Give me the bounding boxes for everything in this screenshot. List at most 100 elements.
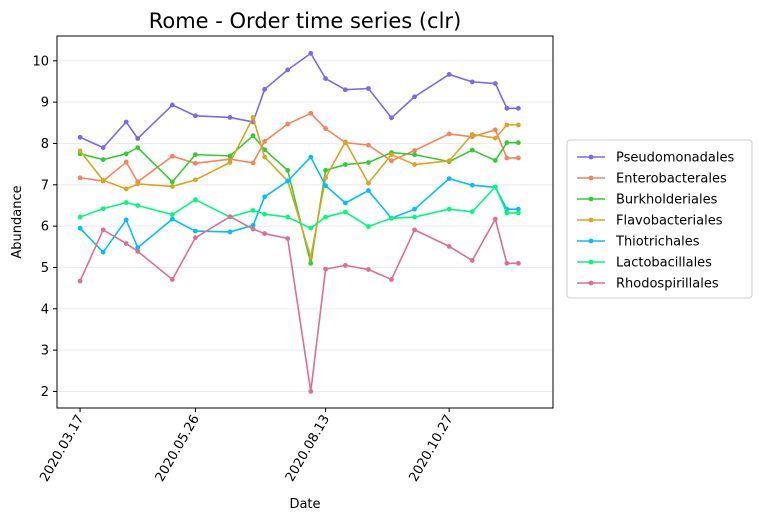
data-point-rhodospirillales [250,226,256,232]
data-point-enterobacterales [250,160,256,166]
data-point-pseudomonadales [389,115,394,121]
data-point-pseudomonadales [308,50,314,56]
data-point-thiotrichales [469,182,475,188]
data-point-thiotrichales [77,225,83,231]
data-point-rhodospirillales [492,216,498,222]
data-point-pseudomonadales [323,76,328,81]
data-point-lactobacillales [308,225,314,231]
y-axis: 2 3 4 5 6 7 8 9 10 [32,54,57,400]
data-point-pseudomonadales [366,86,371,91]
data-point-flavobacteriales [308,254,314,260]
data-point-flavobacteriales [366,180,371,186]
data-point-pseudomonadales [492,81,498,86]
data-point-burkholderiales [100,157,106,162]
x-axis-title: Date [289,497,320,512]
data-point-pseudomonadales [193,113,198,119]
data-point-lactobacillales [446,206,452,212]
data-point-pseudomonadales [262,86,268,92]
data-point-thiotrichales [169,216,175,222]
series-line-rhodospirillales [79,215,519,393]
data-point-enterobacterales [308,110,314,116]
y-tick-label: 10 [32,54,49,69]
legend-marker [588,175,594,181]
data-point-lactobacillales [77,214,83,220]
data-point-lactobacillales [135,203,141,208]
data-point-lactobacillales [250,208,256,213]
data-point-rhodospirillales [389,277,394,282]
data-point-flavobacteriales [77,148,83,154]
data-point-flavobacteriales [323,175,328,181]
data-point-rhodospirillales [504,260,510,266]
data-point-thiotrichales [366,188,371,193]
legend: Pseudomonadales Enterobacterales Burkholde… [566,139,753,299]
legend-marker [588,280,594,286]
data-point-pseudomonadales [412,94,417,100]
data-point-burkholderiales [250,133,256,139]
data-point-thiotrichales [262,194,268,200]
x-tick-label: 2020.05.26 [153,413,203,485]
series-line-flavobacteriales [79,116,519,258]
data-point-lactobacillales [342,209,348,215]
data-point-flavobacteriales [169,184,175,189]
data-point-enterobacterales [123,159,129,165]
data-point-flavobacteriales [135,181,141,187]
x-tick-label: 2020.10.27 [406,413,456,485]
data-point-lactobacillales [100,206,106,212]
data-point-thiotrichales [412,206,417,212]
data-point-burkholderiales [323,167,328,173]
data-point-pseudomonadales [227,115,233,120]
data-point-enterobacterales [285,121,291,127]
y-tick-label: 2 [41,385,49,400]
data-point-rhodospirillales [135,248,141,254]
data-point-flavobacteriales [389,152,394,158]
data-point-lactobacillales [323,214,328,220]
legend-marker [588,259,594,265]
data-point-burkholderiales [193,152,198,158]
data-point-rhodospirillales [515,260,521,266]
data-point-thiotrichales [308,154,314,160]
legend-label: Rhodospirillales [616,277,719,292]
legend-label: Flavobacteriales [616,214,723,229]
data-point-flavobacteriales [227,160,233,165]
data-point-flavobacteriales [515,122,521,128]
data-point-thiotrichales [100,249,106,255]
x-axis: 2020.03.17 2020.05.26 2020.08.13 2020.10.27 [37,408,457,485]
data-point-thiotrichales [323,183,328,189]
y-tick-label: 4 [41,302,49,317]
data-point-flavobacteriales [492,135,498,141]
legend-label: Burkholderiales [616,193,718,208]
data-point-flavobacteriales [250,115,256,120]
data-point-thiotrichales [123,217,129,223]
data-point-thiotrichales [515,206,521,212]
data-point-rhodospirillales [308,389,314,394]
data-point-lactobacillales [389,215,394,221]
y-tick-label: 5 [41,261,49,276]
data-point-lactobacillales [169,212,175,217]
data-point-burkholderiales [342,162,348,167]
data-point-burkholderiales [469,147,475,153]
y-tick-label: 7 [41,178,49,193]
legend-label: Lactobacillales [616,256,712,271]
series-line-lactobacillales [79,186,519,229]
data-point-enterobacterales [193,160,198,166]
data-point-rhodospirillales [77,278,83,284]
data-point-flavobacteriales [262,154,268,160]
data-point-pseudomonadales [469,79,475,85]
y-axis-title: Abundance [10,185,25,258]
data-point-rhodospirillales [123,241,129,246]
data-point-burkholderiales [515,140,521,146]
data-point-thiotrichales [285,178,291,184]
data-point-pseudomonadales [515,105,521,111]
data-point-burkholderiales [366,160,371,165]
data-point-thiotrichales [250,222,256,228]
data-point-burkholderiales [492,158,498,163]
data-point-flavobacteriales [123,186,129,192]
legend-marker [588,154,594,160]
data-point-pseudomonadales [285,67,291,73]
data-point-pseudomonadales [446,72,452,77]
data-point-pseudomonadales [342,87,348,93]
data-point-rhodospirillales [323,266,328,272]
data-point-rhodospirillales [412,227,417,233]
data-point-enterobacterales [389,158,394,164]
